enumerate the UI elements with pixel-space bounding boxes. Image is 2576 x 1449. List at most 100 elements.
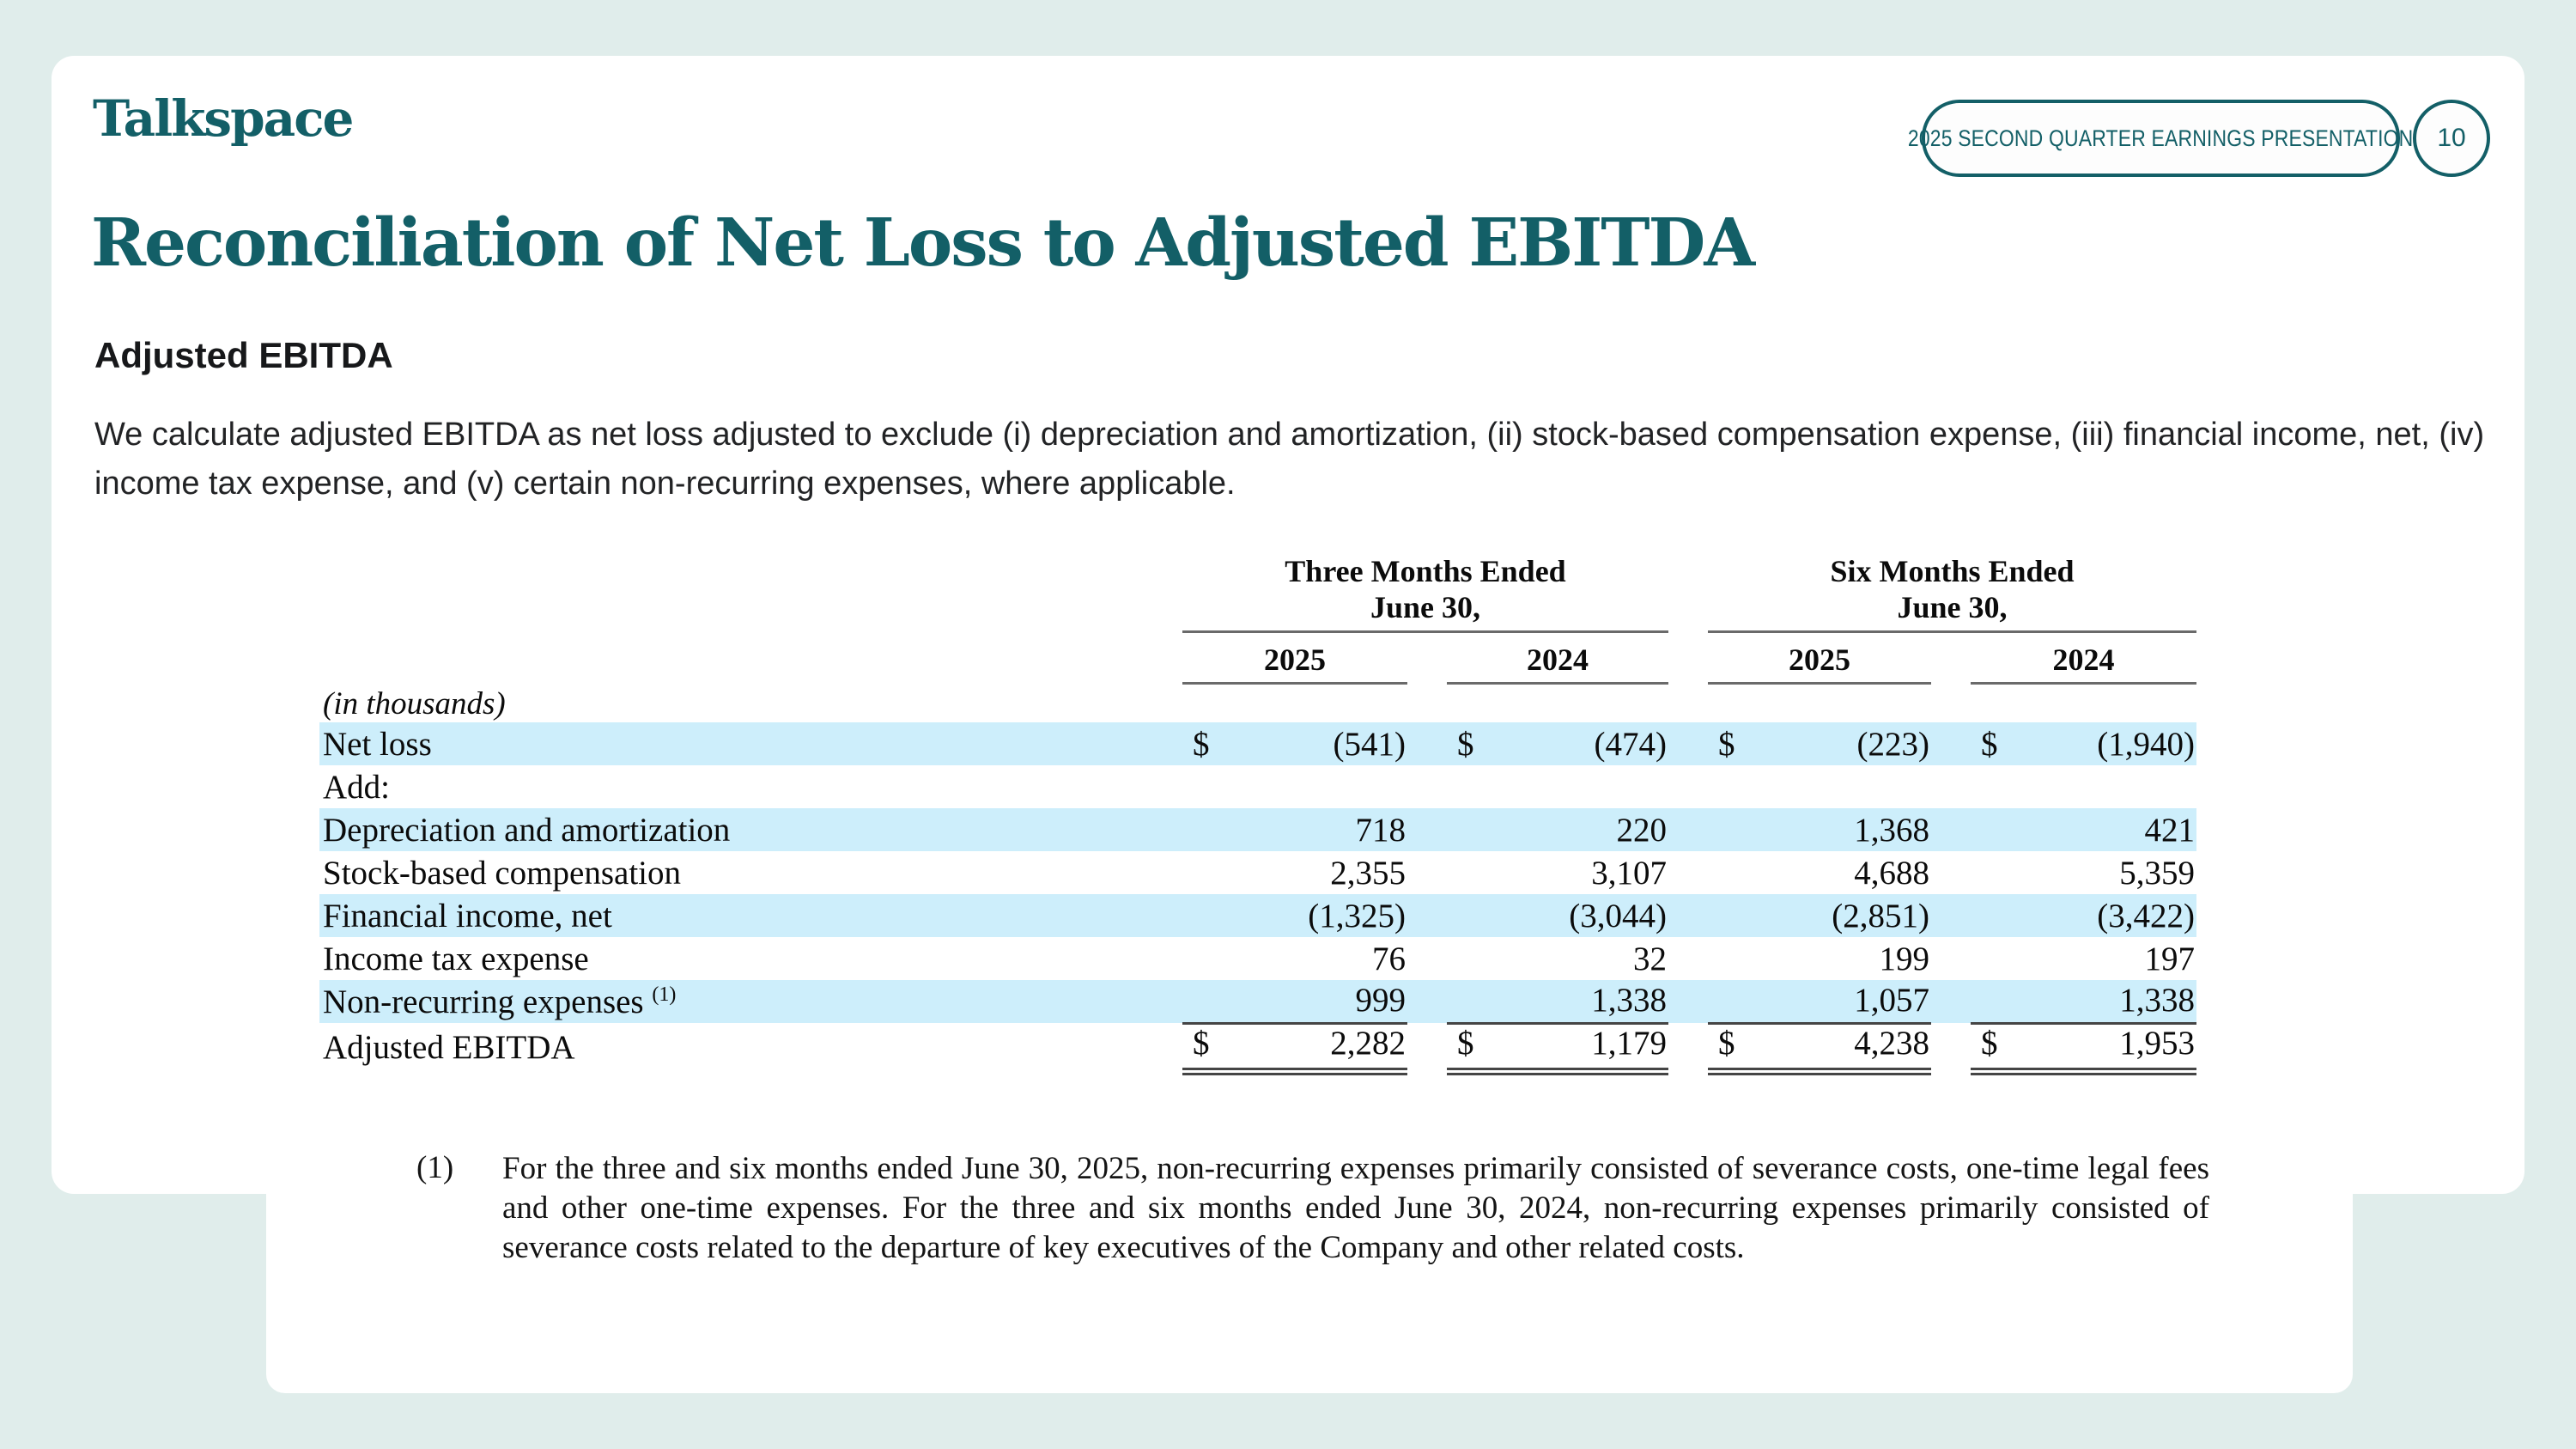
table-cell: 999 bbox=[1182, 979, 1407, 1025]
table-cell: $ (223) bbox=[1708, 722, 1931, 765]
cell-value: 220 bbox=[1616, 811, 1668, 849]
column-group-line2: June 30, bbox=[1370, 590, 1481, 624]
row-label: Depreciation and amortization bbox=[323, 811, 731, 849]
currency-symbol: $ bbox=[1718, 725, 1735, 763]
table-cell: 220 bbox=[1447, 808, 1668, 851]
table-row-income-tax: Income tax expense 76 32 199 197 bbox=[319, 937, 2196, 980]
cell-value: (474) bbox=[1594, 725, 1667, 763]
table-year-header-row: 2025 2024 2025 2024 bbox=[319, 633, 2196, 685]
cell-value: 5,359 bbox=[2119, 854, 2195, 892]
cell-value: (1,940) bbox=[2097, 725, 2195, 763]
cell-value: 1,338 bbox=[1591, 982, 1667, 1019]
presentation-badge: 2025 SECOND QUARTER EARNINGS PRESENTATIO… bbox=[1908, 100, 2414, 177]
table-cell: $ (474) bbox=[1447, 722, 1668, 765]
table-cell: 718 bbox=[1182, 808, 1407, 851]
table-image-overflow bbox=[266, 1031, 2353, 1393]
table-cell: 5,359 bbox=[1971, 851, 2196, 894]
column-group-three-months: Three Months Ended June 30, bbox=[1182, 550, 1668, 633]
table-cell: 4,688 bbox=[1708, 851, 1931, 894]
table-cell: (3,422) bbox=[1971, 894, 2196, 937]
page-number-badge: 10 bbox=[2413, 100, 2490, 177]
table-cell: 3,107 bbox=[1447, 851, 1668, 894]
currency-symbol: $ bbox=[1457, 725, 1474, 763]
table-cell: 421 bbox=[1971, 808, 2196, 851]
table-cell: 1,338 bbox=[1971, 979, 2196, 1025]
footnote-reference: (1) bbox=[652, 983, 677, 1006]
column-group-line1: Three Months Ended bbox=[1285, 554, 1566, 588]
section-heading: Adjusted EBITDA bbox=[94, 335, 393, 375]
table-cell: 2,355 bbox=[1182, 851, 1407, 894]
currency-symbol: $ bbox=[1457, 1025, 1474, 1062]
cell-value: (2,851) bbox=[1832, 897, 1929, 935]
table-cell: $2,282 bbox=[1182, 1020, 1407, 1075]
row-label: Financial income, net bbox=[323, 897, 612, 935]
column-group-six-months: Six Months Ended June 30, bbox=[1708, 550, 2196, 633]
row-label: Add: bbox=[323, 768, 390, 806]
table-cell: (3,044) bbox=[1447, 894, 1668, 937]
cell-value: 32 bbox=[1633, 940, 1667, 977]
year-header: 2025 bbox=[1182, 633, 1407, 685]
row-label: Stock-based compensation bbox=[323, 854, 681, 892]
currency-symbol: $ bbox=[1981, 1025, 1998, 1062]
footnote-text: For the three and six months ended June … bbox=[502, 1151, 2209, 1265]
table-row-stock-comp: Stock-based compensation 2,355 3,107 4,6… bbox=[319, 851, 2196, 894]
cell-value: 999 bbox=[1355, 982, 1406, 1019]
presentation-badge-label: 2025 SECOND QUARTER EARNINGS PRESENTATIO… bbox=[1908, 125, 2414, 151]
cell-value: 76 bbox=[1372, 940, 1406, 977]
footnote-marker: (1) bbox=[416, 1150, 454, 1185]
table-cell: (1,325) bbox=[1182, 894, 1407, 937]
table-cell: 1,338 bbox=[1447, 979, 1668, 1025]
table-cell: 197 bbox=[1971, 937, 2196, 980]
table-row-non-recurring: Non-recurring expenses (1) 999 1,338 1,0… bbox=[319, 979, 2196, 1025]
cell-value: 2,355 bbox=[1330, 854, 1406, 892]
table-cell: 32 bbox=[1447, 937, 1668, 980]
cell-value: 3,107 bbox=[1591, 854, 1667, 892]
table-row-depreciation: Depreciation and amortization 718 220 1,… bbox=[319, 808, 2196, 851]
cell-value: (223) bbox=[1856, 725, 1929, 763]
cell-value: 718 bbox=[1355, 811, 1406, 849]
table-row-net-loss: Net loss $ (541) $ (474) $ (223) $ (1,940) bbox=[319, 722, 2196, 765]
currency-symbol: $ bbox=[1981, 725, 1998, 763]
page-title: Reconciliation of Net Loss to Adjusted E… bbox=[91, 204, 1755, 282]
row-label: Net loss bbox=[323, 725, 432, 763]
row-label: Adjusted EBITDA bbox=[323, 1028, 575, 1066]
column-group-line1: Six Months Ended bbox=[1830, 554, 2075, 588]
table-cell: 1,368 bbox=[1708, 808, 1931, 851]
cell-value: 2,282 bbox=[1330, 1025, 1406, 1062]
brand-logo: Talkspace bbox=[93, 89, 354, 148]
page-number: 10 bbox=[2437, 124, 2466, 152]
row-label: Non-recurring expenses (1) bbox=[319, 983, 1182, 1021]
ebitda-table: Three Months Ended June 30, Six Months E… bbox=[319, 550, 2196, 1075]
cell-value: 199 bbox=[1879, 940, 1930, 977]
table-row-add: Add: bbox=[319, 765, 2196, 808]
cell-value: 421 bbox=[2144, 811, 2196, 849]
currency-symbol: $ bbox=[1193, 725, 1210, 763]
row-label-text: Non-recurring expenses bbox=[323, 983, 644, 1020]
column-group-line2: June 30, bbox=[1897, 590, 2008, 624]
year-header: 2025 bbox=[1708, 633, 1931, 685]
table-cell: 76 bbox=[1182, 937, 1407, 980]
table-cell: $1,179 bbox=[1447, 1020, 1668, 1075]
table-group-header-row: Three Months Ended June 30, Six Months E… bbox=[319, 550, 2196, 633]
year-header: 2024 bbox=[1971, 633, 2196, 685]
table-cell: $4,238 bbox=[1708, 1020, 1931, 1075]
cell-value: 4,688 bbox=[1854, 854, 1929, 892]
table-row-financial-income: Financial income, net (1,325) (3,044) (2… bbox=[319, 894, 2196, 937]
cell-value: 197 bbox=[2144, 940, 2196, 977]
cell-value: 1,338 bbox=[2119, 982, 2195, 1019]
cell-value: 1,368 bbox=[1854, 811, 1929, 849]
table-cell: (2,851) bbox=[1708, 894, 1931, 937]
cell-value: (3,044) bbox=[1569, 897, 1667, 935]
cell-value: 4,238 bbox=[1854, 1025, 1929, 1062]
cell-value: (541) bbox=[1333, 725, 1406, 763]
units-note: (in thousands) bbox=[323, 685, 506, 721]
table-cell: $ (1,940) bbox=[1971, 722, 2196, 765]
table-cell: 199 bbox=[1708, 937, 1931, 980]
cell-value: (1,325) bbox=[1308, 897, 1406, 935]
table-cell: $1,953 bbox=[1971, 1020, 2196, 1075]
currency-symbol: $ bbox=[1718, 1025, 1735, 1062]
table-cell: $ (541) bbox=[1182, 722, 1407, 765]
table-row-adjusted-ebitda: Adjusted EBITDA $2,282 $1,179 $4,238 $1,… bbox=[319, 1023, 2196, 1075]
currency-symbol: $ bbox=[1193, 1025, 1210, 1062]
